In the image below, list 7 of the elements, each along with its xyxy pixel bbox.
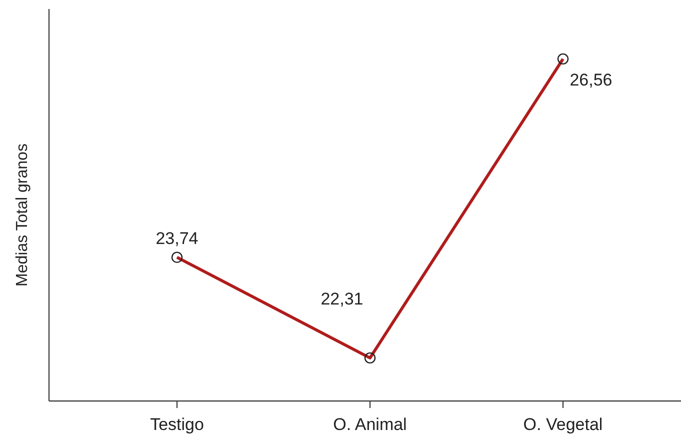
data-label: 23,74 [156,228,198,248]
x-tick-label: O. Animal [333,415,407,434]
y-axis-title: Medias Total granos [14,144,31,286]
data-label: 26,56 [570,70,612,90]
x-tick-label: O. Vegetal [523,415,603,434]
data-label: 22,31 [320,289,364,308]
x-tick-label: Testigo [150,415,204,434]
